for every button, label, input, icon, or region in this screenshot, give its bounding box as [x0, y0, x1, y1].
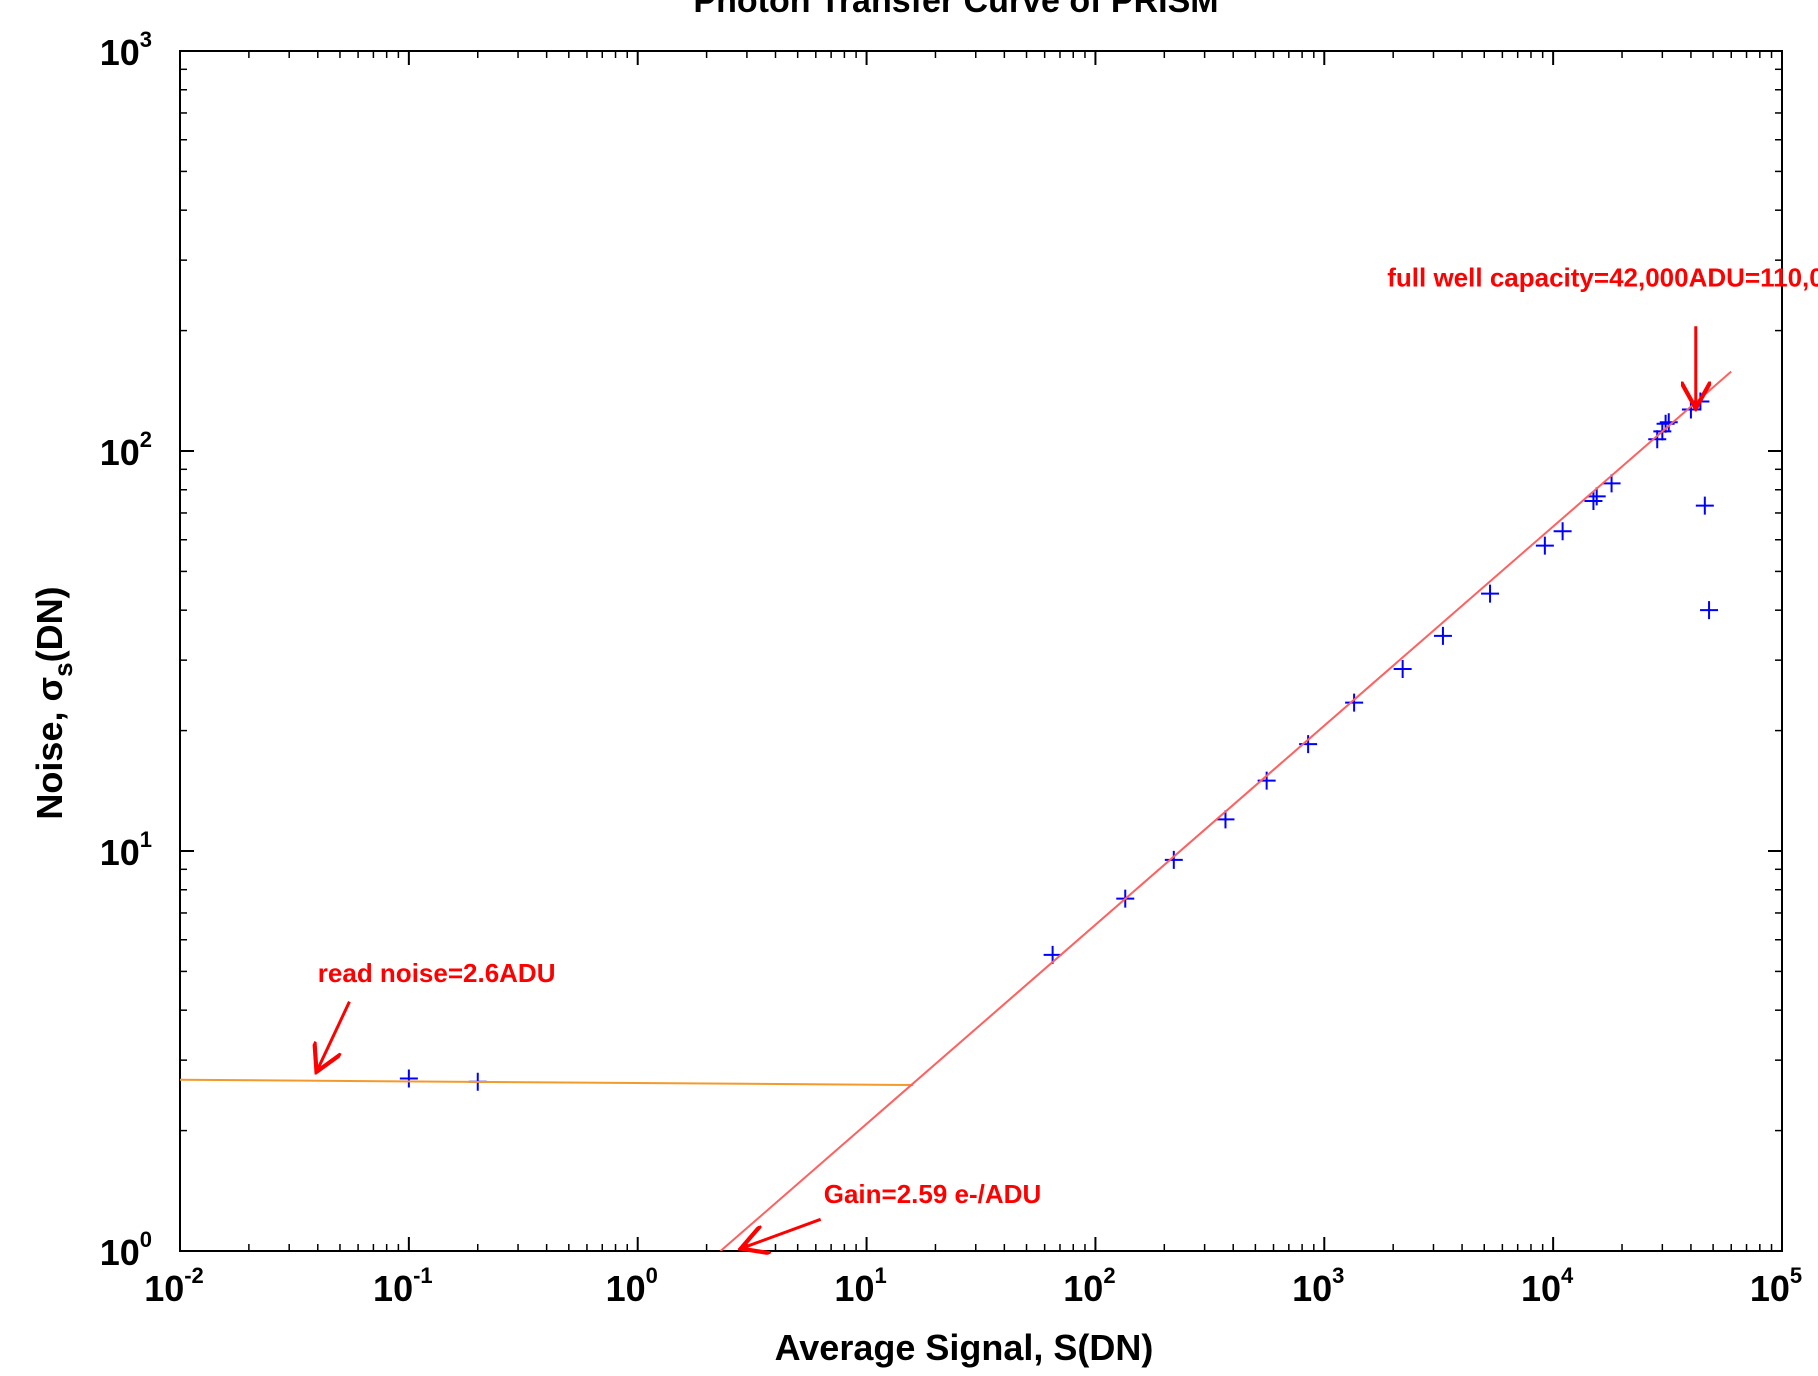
data-point [1216, 810, 1235, 829]
data-point [1481, 584, 1500, 603]
data-point [1691, 392, 1710, 411]
annotation-text-0: full well capacity=42,000ADU=110,000e- [1387, 262, 1818, 292]
x-tick-label: 105 [1750, 1263, 1802, 1309]
data-point [1164, 850, 1183, 869]
data-point [1700, 601, 1719, 620]
data-point [1695, 496, 1714, 515]
x-tick-label: 101 [834, 1263, 886, 1309]
data-point [399, 1069, 418, 1088]
data-point [1648, 430, 1667, 449]
data-point [1553, 522, 1572, 541]
x-tick-label: 100 [606, 1263, 658, 1309]
y-axis-label-end: (DN) [29, 586, 70, 662]
plot-area: 10-2 10-1 100 101 102 103 104 105 100 101 102 103 fu… [100, 27, 1818, 1309]
data-point [1535, 536, 1554, 555]
fit-line-2 [719, 370, 1732, 1251]
data-point [1602, 474, 1621, 493]
y-tick-label: 101 [100, 827, 152, 873]
fit-line-1 [180, 1078, 914, 1087]
annotation-arrow-2 [744, 1217, 822, 1247]
y-tick-label: 103 [100, 27, 152, 73]
annotation-text-1: read noise=2.6ADU [318, 958, 556, 988]
y-axis-label-main: Noise, σ [29, 677, 70, 820]
chart-title: Photon Transfer Curve of PRISM [693, 0, 1218, 20]
y-tick-label: 102 [100, 427, 152, 473]
x-tick-label: 104 [1521, 1263, 1574, 1309]
annotation-arrow-1 [318, 1001, 351, 1069]
data-point [1659, 413, 1678, 432]
plot-frame [179, 50, 1783, 1252]
data-point [1584, 491, 1603, 510]
data-point [1345, 693, 1364, 712]
data-point [1433, 626, 1452, 645]
x-tick-label: 103 [1292, 1263, 1344, 1309]
y-axis-label: Noise, σs(DN) [29, 586, 78, 819]
x-tick-label: 10-2 [144, 1263, 204, 1309]
x-tick-label: 102 [1063, 1263, 1115, 1309]
annotation-text-2: Gain=2.59 e-/ADU [824, 1179, 1041, 1209]
data-point [1393, 660, 1412, 679]
data-point [1587, 487, 1606, 506]
x-axis-label: Average Signal, S(DN) [775, 1327, 1154, 1368]
y-tick-label: 100 [100, 1227, 152, 1273]
x-tick-label: 10-1 [373, 1263, 433, 1309]
y-axis-label-sub: s [48, 662, 78, 676]
